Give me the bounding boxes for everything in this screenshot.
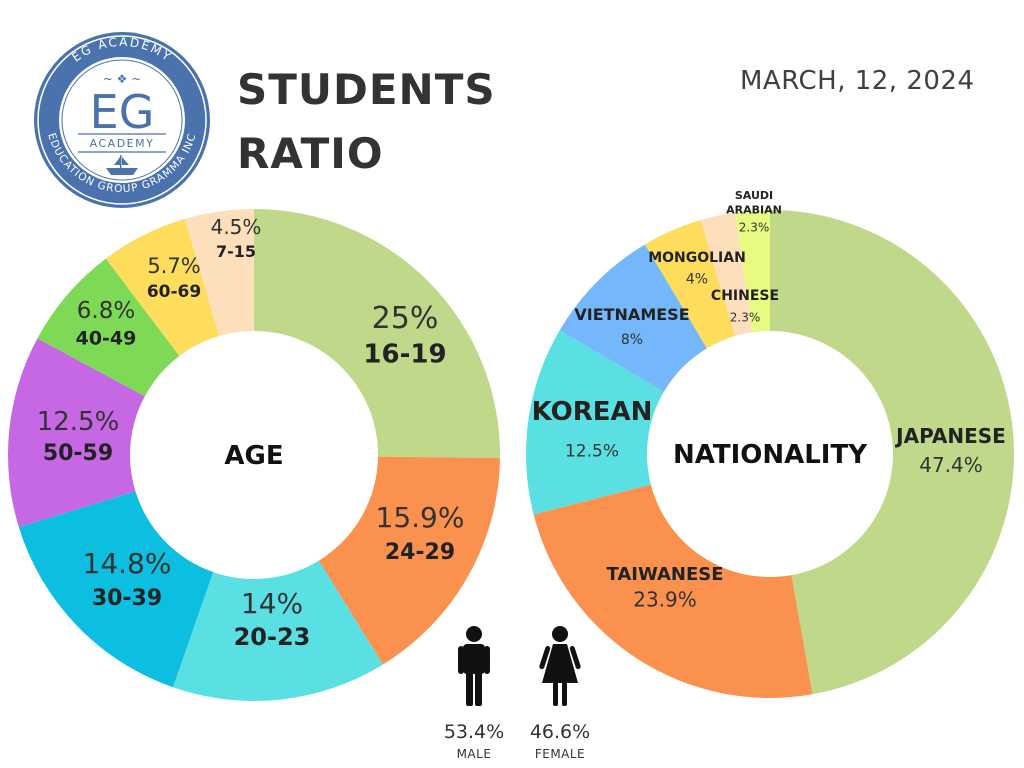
age-slice-40-49 <box>37 258 180 397</box>
age-50-59-value-label: 12.5% <box>37 407 120 437</box>
age-20-23-value-label: 14% <box>241 587 303 620</box>
nationality-saudi-arabian-value-label: 2.3% <box>739 221 770 235</box>
age-40-49-category-label: 40-49 <box>76 327 137 349</box>
age-slice-24-29 <box>318 456 500 665</box>
age-16-19-value-label: 25% <box>372 301 439 336</box>
female-person-icon <box>539 626 581 706</box>
nationality-japanese-category-label: JAPANESE <box>894 424 1006 448</box>
nationality-mongolian-category-label: MONGOLIAN <box>648 250 746 266</box>
age-slice-50-59 <box>7 338 145 528</box>
nationality-center-label: NATIONALITY <box>673 440 868 470</box>
age-slice-7-15 <box>184 209 254 337</box>
nationality-taiwanese-value-label: 23.9% <box>633 588 697 612</box>
age-50-59-category-label: 50-59 <box>43 441 113 466</box>
nationality-korean-category-label: KOREAN <box>532 397 653 427</box>
age-30-39-category-label: 30-39 <box>92 586 162 611</box>
report-date: MARCH, 12, 2024 <box>740 66 975 96</box>
nationality-chinese-value-label: 2.3% <box>730 311 761 325</box>
nationality-slice-taiwanese <box>533 484 813 698</box>
nationality-slice-saudi-arabian <box>735 210 770 333</box>
age-30-39-value-label: 14.8% <box>83 547 172 580</box>
age-slice-60-69 <box>105 218 220 356</box>
nationality-saudi-arabian-category-label: SAUDI ARABIAN <box>726 189 782 216</box>
logo-monogram: EG <box>90 85 155 139</box>
age-center-label: AGE <box>224 441 283 471</box>
page-title: STUDENTS RATIO <box>237 58 496 186</box>
age-24-29-value-label: 15.9% <box>376 501 465 534</box>
gender-male-value: 53.4% <box>444 721 504 743</box>
gender-male-label: MALE <box>457 747 492 761</box>
age-7-15-category-label: 7-15 <box>216 242 256 261</box>
nationality-vietnamese-category-label: VIETNAMESE <box>574 305 689 324</box>
nationality-korean-value-label: 12.5% <box>565 442 619 462</box>
title-line-2: RATIO <box>237 129 384 178</box>
nationality-mongolian-value-label: 4% <box>686 272 708 288</box>
nationality-slice-mongolian <box>644 220 736 349</box>
nationality-slice-chinese <box>700 212 753 337</box>
nationality-slice-japanese <box>770 210 1014 695</box>
age-slice-30-39 <box>18 491 214 688</box>
male-person-icon <box>458 626 490 706</box>
ship-icon <box>106 155 138 175</box>
age-40-49-value-label: 6.8% <box>77 298 135 324</box>
age-slice-16-19 <box>254 209 500 459</box>
nationality-chinese-category-label: CHINESE <box>711 288 779 304</box>
age-7-15-value-label: 4.5% <box>211 215 262 239</box>
age-slice-20-23 <box>172 560 383 702</box>
nationality-donut-chart: JAPANESE 47.4% TAIWANESE 23.9% KOREAN 12.5% VI… <box>525 189 1014 698</box>
gender-female-label: FEMALE <box>535 747 585 761</box>
gender-female-value: 46.6% <box>530 721 590 743</box>
charts-layer: 25% 16-19 15.9% 24-29 14% 20-23 14.8% 30-39 12.5… <box>7 189 1014 702</box>
age-20-23-category-label: 20-23 <box>234 623 311 651</box>
logo-subtitle: ACADEMY <box>90 137 155 150</box>
age-donut-chart: 25% 16-19 15.9% 24-29 14% 20-23 14.8% 30-39 12.5… <box>7 209 500 702</box>
age-60-69-category-label: 60-69 <box>147 282 201 302</box>
age-24-29-category-label: 24-29 <box>385 540 455 565</box>
eg-academy-logo: EG ACADEMY EDUCATION GROUP GRAMMA INC ~ … <box>34 32 210 208</box>
nationality-slice-korean <box>525 330 664 515</box>
nationality-slice-vietnamese <box>559 244 707 392</box>
nationality-taiwanese-category-label: TAIWANESE <box>606 564 723 585</box>
age-60-69-value-label: 5.7% <box>147 254 200 278</box>
nationality-vietnamese-value-label: 8% <box>621 332 643 348</box>
nationality-japanese-value-label: 47.4% <box>919 453 983 477</box>
title-line-1: STUDENTS <box>237 65 496 114</box>
age-16-19-category-label: 16-19 <box>363 340 446 370</box>
logo-ornament-icon: ~ ❖ ~ <box>103 72 142 86</box>
